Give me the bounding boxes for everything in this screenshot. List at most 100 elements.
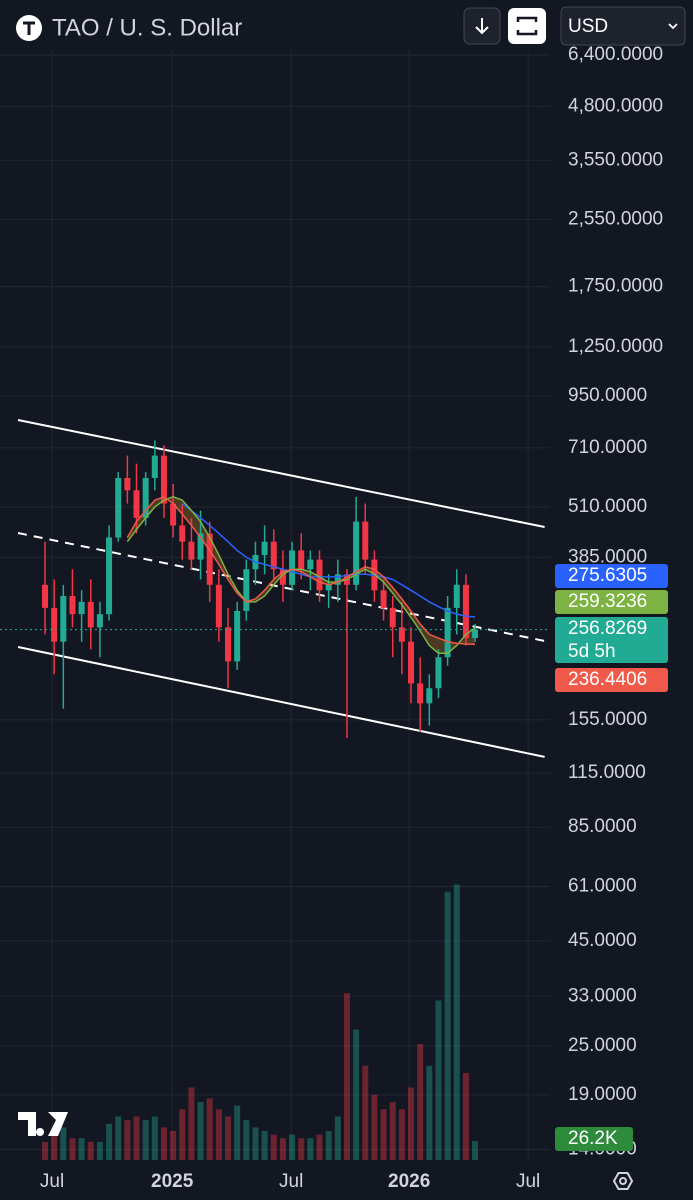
volume-bar	[206, 1098, 213, 1160]
volume-bar	[325, 1131, 332, 1160]
candle-body	[78, 601, 85, 615]
candle-body	[133, 490, 140, 518]
candle-body	[426, 688, 433, 704]
candle-body	[197, 533, 204, 560]
candle-body	[170, 503, 177, 526]
candle-body	[60, 595, 67, 642]
volume-bar	[289, 1134, 296, 1160]
currency-label: USD	[568, 16, 608, 37]
x-tick-label: Jul	[279, 1171, 303, 1192]
candle-body	[51, 607, 58, 642]
y-tick-label: 155.0000	[568, 709, 647, 730]
settings-button[interactable]	[612, 1172, 634, 1190]
volume-bar	[96, 1141, 103, 1160]
volume-bar	[78, 1138, 85, 1160]
candle-body	[142, 477, 149, 518]
volume-bar	[435, 1000, 442, 1160]
volume-label-box	[555, 1127, 633, 1151]
candle-body	[261, 541, 268, 555]
volume-bar	[353, 1029, 360, 1160]
x-tick-label: Jul	[40, 1171, 64, 1192]
volume-bar	[160, 1127, 167, 1160]
candle-body	[380, 590, 387, 608]
price-label: 275.6305	[568, 565, 647, 586]
y-tick-label: 3,550.0000	[568, 149, 663, 170]
volume-bar	[142, 1120, 149, 1160]
volume-bar	[398, 1109, 405, 1160]
volume-bar	[225, 1116, 232, 1160]
candle-body	[96, 614, 103, 628]
candle-body	[289, 550, 296, 585]
x-tick-label: 2025	[151, 1171, 194, 1192]
candle-body	[462, 584, 469, 639]
countdown-label: 5d 5h	[568, 641, 616, 662]
candle-body	[42, 584, 49, 608]
y-tick-label: 85.0000	[568, 816, 637, 837]
volume-bar	[270, 1134, 277, 1160]
candle-body	[124, 477, 131, 491]
volume-bar	[462, 1073, 469, 1160]
download-icon	[475, 18, 489, 35]
volume-bar	[316, 1134, 323, 1160]
candle-body	[243, 569, 250, 612]
volume-bar	[417, 1044, 424, 1160]
candle-body	[417, 683, 424, 704]
y-tick-label: 2,550.0000	[568, 208, 663, 229]
currency-select[interactable]	[560, 6, 686, 46]
candle-body	[87, 601, 94, 628]
y-tick-label: 1,250.0000	[568, 336, 663, 357]
x-tick-label: Jul	[516, 1171, 540, 1192]
volume-bar	[343, 993, 350, 1160]
y-tick-label: 950.0000	[568, 385, 647, 406]
candle-body	[453, 584, 460, 608]
moving-average	[181, 502, 476, 618]
y-tick-label: 510.0000	[568, 496, 647, 517]
volume-bar	[133, 1116, 140, 1160]
volume-bar	[371, 1094, 378, 1160]
candle-body	[179, 525, 186, 542]
compare-button[interactable]	[508, 8, 546, 44]
logo-glyph	[23, 21, 35, 35]
settings-icon-center	[619, 1177, 627, 1185]
y-tick-label: 25.0000	[568, 1035, 637, 1056]
volume-bar	[472, 1141, 479, 1160]
candle-body	[325, 584, 332, 591]
volume-bar	[453, 884, 460, 1160]
header: TAO / U. S. Dollar USD	[16, 6, 686, 46]
trendline	[17, 419, 545, 528]
candle-body	[215, 584, 222, 628]
volume-bar	[87, 1141, 94, 1160]
y-tick-label: 4,800.0000	[568, 95, 663, 116]
volume-bar	[106, 1123, 113, 1160]
trendline	[17, 646, 545, 758]
volume-bar	[151, 1116, 158, 1160]
volume-bar	[334, 1116, 341, 1160]
candle-body	[69, 595, 76, 615]
volume-bar	[234, 1105, 241, 1160]
volume-bar	[215, 1109, 222, 1160]
price-label: 259.3236	[568, 591, 647, 612]
volume-bar	[279, 1138, 286, 1160]
y-tick-label: 61.0000	[568, 875, 637, 896]
candle-body	[472, 629, 479, 639]
candle-body	[225, 627, 232, 662]
volume-bar	[243, 1120, 250, 1160]
candle-body	[316, 559, 323, 591]
candle-body	[389, 607, 396, 628]
price-label: 236.4406	[568, 669, 647, 690]
y-tick-label: 710.0000	[568, 437, 647, 458]
volume-bar	[115, 1116, 122, 1160]
volume-bar	[261, 1131, 268, 1160]
moving-average	[126, 496, 476, 654]
candle-body	[353, 521, 360, 585]
volume-bar	[307, 1138, 314, 1160]
price-label-box	[555, 617, 668, 663]
volume-bar	[42, 1141, 49, 1160]
volume-bar	[188, 1087, 195, 1160]
volume-bar	[179, 1109, 186, 1160]
y-tick-label: 33.0000	[568, 985, 637, 1006]
logo-shape	[18, 1112, 68, 1136]
price-label: 256.8269	[568, 618, 647, 639]
volume-bar	[298, 1138, 305, 1160]
